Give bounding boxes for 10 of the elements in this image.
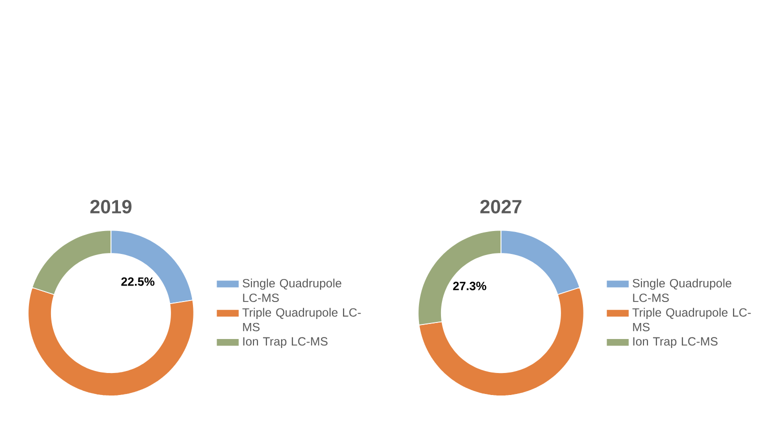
legend-label: Triple Quadrupole LC-MS [242,308,361,332]
chart-title: 2019 [90,200,132,214]
legend-label: Single Quadrupole LC-MS [242,278,342,302]
legend-label: Ion Trap LC-MS [243,337,328,348]
data-label: 22.5% [121,277,154,286]
data-label: 27.3% [453,282,486,290]
legend-label: Ion Trap LC-MS [633,337,718,348]
legend-label: Triple Quadrupole LC-MS [632,308,751,332]
legend-label: Single Quadrupole LC-MS [632,278,732,302]
chart-title: 2027 [480,200,522,214]
